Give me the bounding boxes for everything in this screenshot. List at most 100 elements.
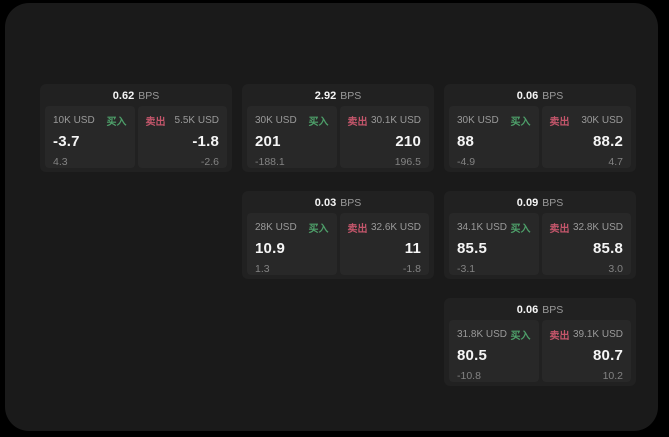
buy-change: -10.8 — [457, 370, 481, 382]
buy-label: 买入 — [106, 117, 127, 128]
spread-unit: BPS — [340, 196, 362, 209]
buy-panel[interactable]: 34.1K USD 买入 85.5 -3.1 — [449, 213, 539, 275]
quote-body: 30K USD 买入 88 -4.9 卖出 30K USD 88.2 4.7 — [444, 106, 636, 172]
sell-label: 卖出 — [549, 331, 570, 342]
buy-change: -4.9 — [457, 156, 476, 168]
buy-size: 34.1K USD — [457, 222, 508, 233]
sell-top-row: 卖出 30.1K USD — [348, 113, 422, 128]
buy-label: 买入 — [510, 117, 531, 128]
buy-top-row: 31.8K USD 买入 — [457, 327, 531, 342]
spread-header: 0.06 BPS — [444, 298, 636, 320]
quote-card: 0.03 BPS 28K USD 买入 10.9 1.3 卖出 32.6K US… — [242, 191, 434, 279]
quote-card: 0.06 BPS 31.8K USD 买入 80.5 -10.8 卖出 39.1… — [444, 298, 636, 386]
quote-body: 34.1K USD 买入 85.5 -3.1 卖出 32.8K USD 85.8… — [444, 213, 636, 279]
buy-label: 买入 — [308, 117, 329, 128]
sell-panel[interactable]: 卖出 39.1K USD 80.7 10.2 — [541, 320, 631, 382]
sell-label: 卖出 — [347, 117, 368, 128]
buy-size: 31.8K USD — [457, 329, 508, 340]
sell-top-row: 卖出 39.1K USD — [550, 327, 624, 342]
spread-value: 0.06 — [516, 303, 539, 316]
buy-change: -188.1 — [255, 156, 285, 168]
spread-unit: BPS — [340, 89, 362, 102]
buy-panel[interactable]: 10K USD 买入 -3.7 4.3 — [45, 106, 135, 168]
sell-size: 30.1K USD — [370, 115, 421, 126]
spread-header: 0.09 BPS — [444, 191, 636, 213]
quote-card: 2.92 BPS 30K USD 买入 201 -188.1 卖出 30.1K … — [242, 84, 434, 172]
buy-size: 10K USD — [53, 115, 95, 126]
buy-top-row: 30K USD 买入 — [457, 113, 531, 128]
sell-price: -1.8 — [192, 133, 219, 150]
sell-panel[interactable]: 卖出 30K USD 88.2 4.7 — [541, 106, 631, 168]
buy-change: -3.1 — [457, 263, 476, 275]
quote-body: 31.8K USD 买入 80.5 -10.8 卖出 39.1K USD 80.… — [444, 320, 636, 386]
buy-price: -3.7 — [53, 133, 80, 150]
sell-label: 卖出 — [549, 224, 570, 235]
quote-grid: 0.62 BPS 10K USD 买入 -3.7 4.3 卖出 5.5K USD — [40, 84, 636, 386]
sell-size: 30K USD — [581, 115, 623, 126]
spread-unit: BPS — [542, 196, 564, 209]
sell-label: 卖出 — [145, 117, 166, 128]
spread-header: 0.62 BPS — [40, 84, 232, 106]
buy-price: 201 — [255, 133, 281, 150]
sell-panel[interactable]: 卖出 32.6K USD 11 -1.8 — [339, 213, 429, 275]
buy-change: 1.3 — [255, 263, 270, 275]
sell-size: 5.5K USD — [174, 115, 219, 126]
buy-change: 4.3 — [53, 156, 68, 168]
sell-price: 80.7 — [593, 347, 623, 364]
sell-price: 85.8 — [593, 240, 623, 257]
sell-label: 卖出 — [347, 224, 368, 235]
buy-panel[interactable]: 31.8K USD 买入 80.5 -10.8 — [449, 320, 539, 382]
buy-top-row: 10K USD 买入 — [53, 113, 127, 128]
quote-body: 10K USD 买入 -3.7 4.3 卖出 5.5K USD -1.8 -2.… — [40, 106, 232, 172]
buy-price: 80.5 — [457, 347, 487, 364]
quote-card: 0.62 BPS 10K USD 买入 -3.7 4.3 卖出 5.5K USD — [40, 84, 232, 172]
buy-panel[interactable]: 28K USD 买入 10.9 1.3 — [247, 213, 337, 275]
sell-price: 11 — [404, 240, 421, 257]
buy-size: 30K USD — [255, 115, 297, 126]
buy-size: 30K USD — [457, 115, 499, 126]
spread-value: 0.62 — [112, 89, 135, 102]
quote-card: 0.06 BPS 30K USD 买入 88 -4.9 卖出 30K USD — [444, 84, 636, 172]
sell-change: -1.8 — [402, 263, 421, 275]
spread-unit: BPS — [542, 89, 564, 102]
sell-change: -2.6 — [200, 156, 219, 168]
spread-value: 0.06 — [516, 89, 539, 102]
spread-value: 2.92 — [314, 89, 337, 102]
sell-panel[interactable]: 卖出 30.1K USD 210 196.5 — [339, 106, 429, 168]
buy-top-row: 34.1K USD 买入 — [457, 220, 531, 235]
sell-top-row: 卖出 5.5K USD — [146, 113, 220, 128]
sell-panel[interactable]: 卖出 32.8K USD 85.8 3.0 — [541, 213, 631, 275]
spread-unit: BPS — [138, 89, 160, 102]
sell-top-row: 卖出 32.8K USD — [550, 220, 624, 235]
quote-body: 30K USD 买入 201 -188.1 卖出 30.1K USD 210 1… — [242, 106, 434, 172]
spread-header: 2.92 BPS — [242, 84, 434, 106]
sell-size: 39.1K USD — [572, 329, 623, 340]
app-canvas: 0.62 BPS 10K USD 买入 -3.7 4.3 卖出 5.5K USD — [5, 3, 658, 431]
sell-change: 3.0 — [608, 263, 623, 275]
spread-header: 0.03 BPS — [242, 191, 434, 213]
sell-change: 4.7 — [608, 156, 623, 168]
buy-top-row: 30K USD 买入 — [255, 113, 329, 128]
buy-panel[interactable]: 30K USD 买入 88 -4.9 — [449, 106, 539, 168]
buy-price: 85.5 — [457, 240, 487, 257]
buy-price: 10.9 — [255, 240, 285, 257]
buy-label: 买入 — [510, 224, 531, 235]
quote-card: 0.09 BPS 34.1K USD 买入 85.5 -3.1 卖出 32.8K… — [444, 191, 636, 279]
buy-label: 买入 — [308, 224, 329, 235]
spread-header: 0.06 BPS — [444, 84, 636, 106]
sell-top-row: 卖出 30K USD — [550, 113, 624, 128]
buy-size: 28K USD — [255, 222, 297, 233]
buy-price: 88 — [457, 133, 475, 150]
sell-size: 32.6K USD — [370, 222, 421, 233]
buy-label: 买入 — [510, 331, 531, 342]
sell-panel[interactable]: 卖出 5.5K USD -1.8 -2.6 — [137, 106, 227, 168]
sell-top-row: 卖出 32.6K USD — [348, 220, 422, 235]
buy-panel[interactable]: 30K USD 买入 201 -188.1 — [247, 106, 337, 168]
sell-price: 88.2 — [593, 133, 623, 150]
buy-top-row: 28K USD 买入 — [255, 220, 329, 235]
sell-label: 卖出 — [549, 117, 570, 128]
sell-size: 32.8K USD — [572, 222, 623, 233]
spread-value: 0.03 — [314, 196, 337, 209]
quote-body: 28K USD 买入 10.9 1.3 卖出 32.6K USD 11 -1.8 — [242, 213, 434, 279]
sell-price: 210 — [395, 133, 421, 150]
